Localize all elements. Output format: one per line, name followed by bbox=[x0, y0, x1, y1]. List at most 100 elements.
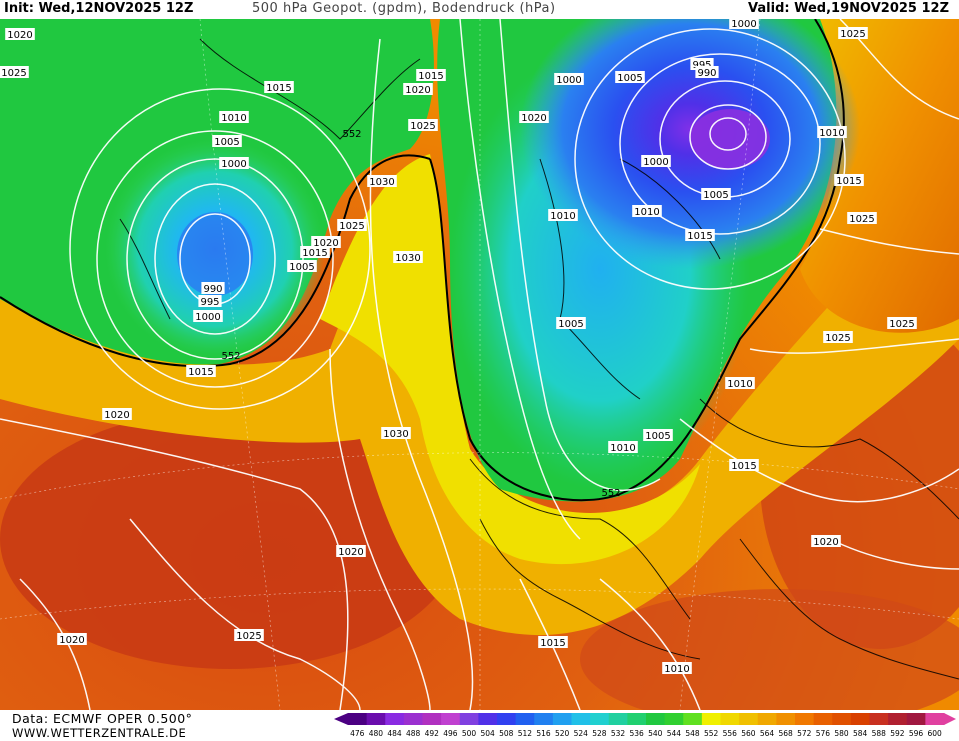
isobar-label: 1010 bbox=[548, 209, 578, 222]
legend-tick-label: 556 bbox=[723, 729, 738, 738]
isobar-label: 1010 bbox=[219, 111, 249, 124]
data-source: Data: ECMWF OPER 0.500° bbox=[12, 711, 193, 726]
legend-color-swatch bbox=[720, 713, 740, 725]
legend-color-swatch bbox=[459, 713, 479, 725]
legend-color-swatch bbox=[646, 713, 666, 725]
legend-tick-label: 560 bbox=[741, 729, 756, 738]
legend-color-swatch bbox=[701, 713, 721, 725]
isobar-label-text: 1005 bbox=[617, 73, 642, 84]
legend-color-swatch bbox=[813, 713, 833, 725]
legend-tick-label: 568 bbox=[779, 729, 794, 738]
isobar-label: 1025 bbox=[838, 27, 868, 40]
isobar-label-text: 1010 bbox=[610, 443, 635, 454]
legend-tick-label: 564 bbox=[760, 729, 775, 738]
isobar-label-text: 1005 bbox=[703, 190, 728, 201]
legend-color-swatch bbox=[869, 713, 889, 725]
isobar-label-text: 1015 bbox=[540, 638, 565, 649]
isobar-label-text: 1025 bbox=[339, 221, 364, 232]
legend-color-swatch bbox=[590, 713, 610, 725]
init-time: Init: Wed,12NOV2025 12Z bbox=[4, 1, 194, 16]
isobar-label: 1020 bbox=[5, 28, 35, 41]
yellow-band bbox=[0, 159, 959, 636]
valid-time: Valid: Wed,19NOV2025 12Z bbox=[748, 1, 949, 16]
legend-color-swatch bbox=[515, 713, 535, 725]
isobar-label-text: 1025 bbox=[236, 631, 261, 642]
legend-tick-label: 488 bbox=[406, 729, 421, 738]
isobar-label-text: 1030 bbox=[383, 429, 408, 440]
legend-tick-label: 580 bbox=[834, 729, 849, 738]
legend-tick-label: 532 bbox=[611, 729, 626, 738]
isobar-label: 1025 bbox=[408, 119, 438, 132]
legend-color-swatch bbox=[906, 713, 926, 725]
legend-tick-label: 552 bbox=[704, 729, 719, 738]
isobar-label: 995 bbox=[198, 295, 222, 308]
legend-color-swatch bbox=[850, 713, 870, 725]
isobar-label: 1020 bbox=[336, 545, 366, 558]
isobar-label-text: 1010 bbox=[550, 211, 575, 222]
isobar-label-text: 1020 bbox=[7, 30, 32, 41]
isobar-label: 1015 bbox=[300, 246, 330, 259]
isobar-label: 1005 bbox=[287, 260, 317, 273]
isobar-label: 1015 bbox=[729, 459, 759, 472]
isobar-label-text: 995 bbox=[692, 60, 711, 71]
isobar-label-text: 1025 bbox=[410, 121, 435, 132]
legend-color-swatch bbox=[403, 713, 423, 725]
isobar-label: 1000 bbox=[641, 155, 671, 168]
isobar-label-text: 1020 bbox=[313, 238, 338, 249]
isobar-label: 1020 bbox=[811, 535, 841, 548]
legend-tick-label: 480 bbox=[369, 729, 384, 738]
legend-color-swatch bbox=[552, 713, 572, 725]
isobar-label: 1000 bbox=[193, 310, 223, 323]
legend-color-swatch bbox=[925, 713, 945, 725]
legend-color-swatch bbox=[832, 713, 852, 725]
isobar-label: 1000 bbox=[554, 73, 584, 86]
isobar-label-text: 1010 bbox=[664, 664, 689, 675]
legend-tick-label: 512 bbox=[518, 729, 533, 738]
isobar-label: 1000 bbox=[729, 19, 759, 30]
isobar-label-text: 1015 bbox=[302, 248, 327, 259]
legend-color-swatch bbox=[795, 713, 815, 725]
isobar-label-text: 1015 bbox=[731, 461, 756, 472]
legend-color-swatch bbox=[385, 713, 405, 725]
isobar-label-text: 1000 bbox=[643, 157, 668, 168]
isobar-label: 1010 bbox=[632, 205, 662, 218]
isobar-label: 1005 bbox=[643, 429, 673, 442]
isobar-label: 1030 bbox=[393, 251, 423, 264]
isobar-label-text: 995 bbox=[200, 297, 219, 308]
legend-color-swatch bbox=[627, 713, 647, 725]
legend-tick-label: 576 bbox=[816, 729, 831, 738]
isobar-label-text: 1015 bbox=[266, 83, 291, 94]
site-url[interactable]: WWW.WETTERZENTRALE.DE bbox=[12, 726, 187, 740]
legend-tick-label: 592 bbox=[890, 729, 905, 738]
legend-tick-label: 528 bbox=[592, 729, 607, 738]
legend-color-swatch bbox=[441, 713, 461, 725]
legend-tick-label: 508 bbox=[499, 729, 514, 738]
isobar-label-text: 1020 bbox=[521, 113, 546, 124]
isobar-label-text: 1000 bbox=[195, 312, 220, 323]
map-footer: Data: ECMWF OPER 0.500° WWW.WETTERZENTRA… bbox=[0, 710, 959, 741]
legend-color-swatch bbox=[571, 713, 591, 725]
isobar-label-text: 1015 bbox=[418, 71, 443, 82]
lat-lon-grid bbox=[0, 19, 959, 710]
isobar-label-text: 1005 bbox=[558, 319, 583, 330]
legend-tick-label: 536 bbox=[630, 729, 645, 738]
legend-tick-label: 504 bbox=[481, 729, 496, 738]
isobar-label-text: 1030 bbox=[395, 253, 420, 264]
isobar-label: 1015 bbox=[538, 636, 568, 649]
isobar-label: 1030 bbox=[381, 427, 411, 440]
contour-552-west bbox=[0, 154, 431, 368]
west-low-core bbox=[177, 212, 253, 296]
isobar-label: 1005 bbox=[701, 188, 731, 201]
legend-color-swatch bbox=[739, 713, 759, 725]
isobar-label: 1000 bbox=[219, 157, 249, 170]
isobar-label: 1020 bbox=[57, 633, 87, 646]
isobar-label: 1025 bbox=[0, 66, 29, 79]
legend-color-swatch bbox=[608, 713, 628, 725]
isobar-label-text: 1010 bbox=[221, 113, 246, 124]
isobar-label-text: 1005 bbox=[289, 262, 314, 273]
isobar-label: 990 bbox=[201, 282, 225, 295]
isobar-label-text: 1020 bbox=[405, 85, 430, 96]
east-low-core bbox=[690, 109, 770, 169]
isobar-label: 1010 bbox=[608, 441, 638, 454]
